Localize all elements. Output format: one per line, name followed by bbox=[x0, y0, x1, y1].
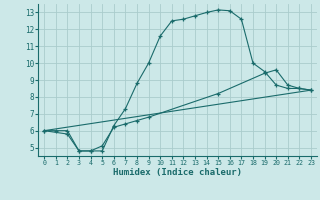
X-axis label: Humidex (Indice chaleur): Humidex (Indice chaleur) bbox=[113, 168, 242, 177]
